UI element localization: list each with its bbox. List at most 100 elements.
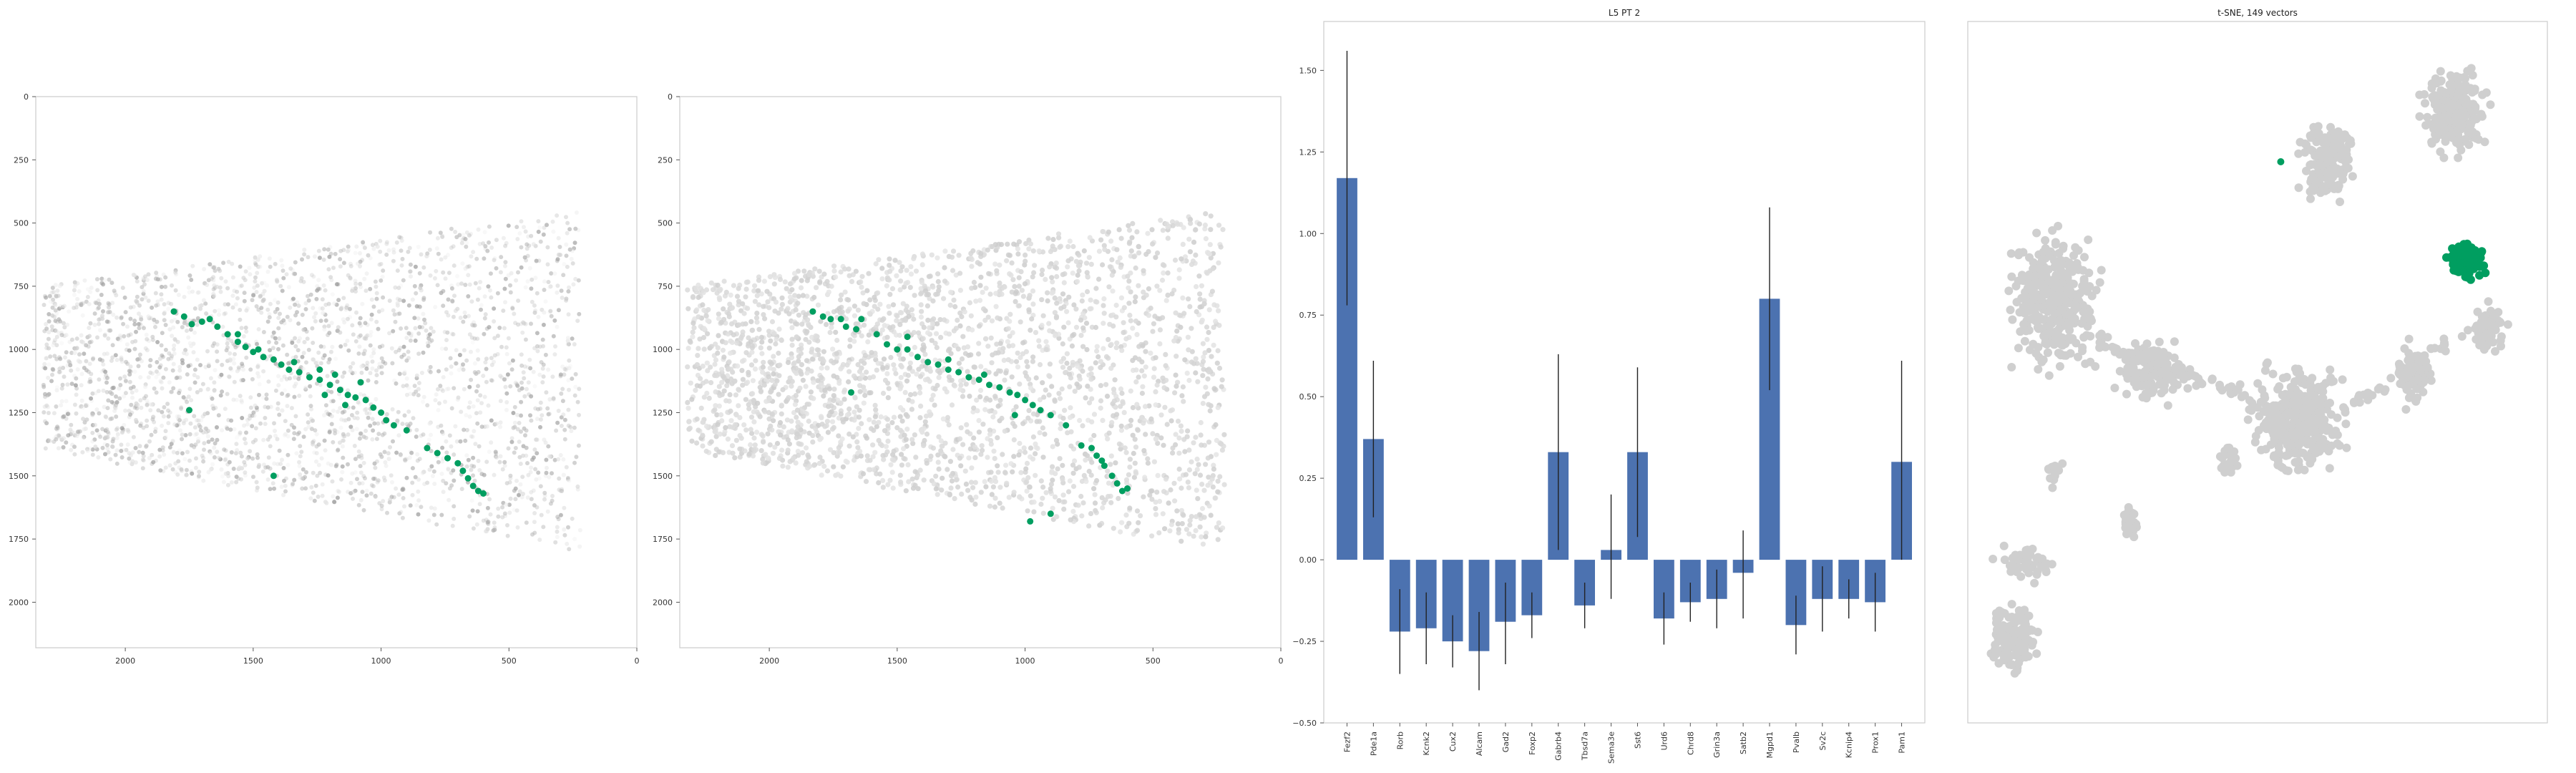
panel2-cell (1023, 258, 1028, 264)
panel1-cell (487, 449, 492, 454)
panel1-cell (564, 465, 569, 470)
panel1-cell (397, 511, 402, 516)
panel2-cell (1005, 326, 1011, 331)
panel1-cell (62, 374, 67, 379)
panel1-cell (262, 462, 266, 467)
panel1-cell (373, 465, 378, 470)
panel1-cell (130, 390, 135, 395)
panel1-cell (145, 278, 150, 283)
panel2-cell (1068, 414, 1073, 420)
panel2-cell (1088, 366, 1093, 371)
panel1-cell (137, 311, 141, 316)
panel1-cell (84, 359, 89, 364)
panel1-cell (230, 293, 235, 298)
panel2-cell (1052, 264, 1058, 270)
panel1-cell (306, 420, 311, 425)
panel1-cell (303, 427, 308, 432)
panel1-cell (421, 297, 426, 302)
panel1-cell (502, 263, 507, 268)
panel1-cell (235, 369, 240, 374)
panel2-cell (733, 392, 738, 398)
panel2-cell (1100, 505, 1106, 511)
panel2-cell (1012, 283, 1018, 289)
panel1-cell (323, 403, 328, 408)
panel1-cell (498, 270, 503, 275)
panel1-cell (273, 261, 278, 266)
panel1-cell (558, 453, 563, 457)
panel2-cell (982, 479, 987, 485)
panel2-cell (921, 477, 927, 483)
panel1-cell (221, 480, 226, 485)
panel1-cell (239, 378, 244, 383)
panel2-cell (936, 434, 942, 439)
panel1-cell (286, 434, 291, 439)
panel1-cell (102, 332, 107, 337)
panel2-cell (879, 276, 885, 282)
panel1-cell (441, 431, 446, 436)
panel1-cell (416, 316, 421, 321)
panel1-cell (523, 321, 528, 326)
panel2-cell (773, 341, 779, 347)
panel1-cell (280, 268, 286, 273)
panel2-cell (1220, 525, 1226, 531)
panel1-cell (463, 283, 468, 287)
panel1-cell (183, 433, 188, 437)
panel2-cell (1016, 283, 1022, 289)
panel1-cell (397, 371, 402, 376)
panel1-cell (503, 513, 507, 518)
panel2-cell (859, 358, 864, 364)
panel2-cell (1153, 437, 1159, 442)
panel1-cell (281, 318, 286, 323)
panel1-cell (409, 450, 414, 455)
panel1-cell (368, 333, 373, 338)
panel1-cell (102, 442, 107, 447)
panel1-cell (472, 464, 477, 469)
panel2-cell (1116, 227, 1122, 233)
panel1-cell (255, 364, 260, 369)
panel2-cell (1126, 472, 1131, 477)
panel1-cell (182, 457, 187, 462)
panel1-cell (146, 375, 151, 380)
panel2-cell (1145, 230, 1151, 236)
panel2-cell (936, 466, 942, 472)
panel1-cell (267, 256, 272, 261)
panel1-cell (91, 356, 96, 361)
panel1-cell (114, 394, 118, 399)
panel1-cell (566, 407, 571, 412)
panel1-cell (495, 334, 500, 339)
panel2-cell (1136, 356, 1142, 362)
panel1-cell (54, 343, 59, 348)
panel1-cell (267, 315, 272, 320)
panel1-cell (321, 283, 326, 288)
panel2-cell (857, 407, 862, 413)
panel1-cell (42, 384, 47, 389)
panel1-cell (321, 311, 326, 316)
panel1-cell (229, 450, 234, 454)
panel1-cell (92, 422, 97, 427)
panel1-cell (453, 230, 458, 234)
panel1-cell (93, 391, 98, 396)
panel1-y-tick-label: 0 (24, 92, 29, 102)
panel2-cell (966, 455, 972, 461)
panel1-cell (464, 358, 469, 363)
panel1-cell (461, 362, 465, 367)
panel2-cell (1215, 537, 1221, 543)
panel2-cell (1109, 257, 1115, 263)
panel2-cell (771, 371, 776, 377)
panel2-cell (867, 417, 872, 422)
panel1-cell (69, 351, 74, 355)
panel1-cell (195, 390, 200, 394)
panel1-cell (123, 391, 128, 396)
panel2-cell (798, 369, 804, 374)
panel1-cell (187, 290, 192, 295)
panel1-cell (128, 332, 133, 337)
panel1-cell (138, 398, 143, 403)
panel1-cell (166, 306, 171, 311)
panel2-cell (759, 351, 765, 356)
panel1-cell (440, 235, 445, 239)
panel1-cell (414, 291, 419, 296)
panel2-cell (867, 311, 872, 316)
panel2-cell (1133, 294, 1138, 300)
panel1-cell (185, 372, 190, 377)
panel1-cell (184, 472, 189, 477)
